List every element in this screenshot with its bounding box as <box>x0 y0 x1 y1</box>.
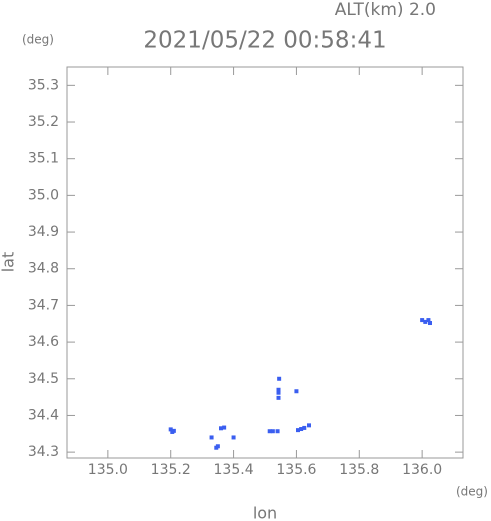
echo-point <box>275 429 280 434</box>
altitude-annotation: ALT(km) 2.0 <box>335 0 436 20</box>
x-tick-label: 135.2 <box>151 462 191 478</box>
echo-point <box>294 389 299 394</box>
y-tick-label: 34.9 <box>28 224 59 240</box>
y-tick-label: 34.4 <box>28 407 59 423</box>
y-tick-label: 34.5 <box>28 371 59 387</box>
echo-point <box>276 395 281 400</box>
x-tick-label: 135.0 <box>88 462 128 478</box>
echo-point <box>222 425 227 430</box>
y-tick-label: 34.8 <box>28 261 59 277</box>
echo-point <box>426 318 431 323</box>
y-tick-label: 34.3 <box>28 444 59 460</box>
x-tick-label: 135.6 <box>276 462 316 478</box>
echo-point <box>277 376 282 381</box>
x-tick-label: 135.4 <box>214 462 254 478</box>
echo-point <box>307 423 311 428</box>
echo-point <box>219 426 223 431</box>
y-tick-label: 35.3 <box>28 77 59 93</box>
x-axis-label: lon <box>253 504 277 521</box>
echo-point <box>170 429 175 434</box>
y-tick-label: 35.0 <box>28 187 59 203</box>
x-tick-label: 136.0 <box>402 462 442 478</box>
y-tick-label: 34.6 <box>28 334 59 350</box>
y-unit: (deg) <box>22 33 54 47</box>
y-tick-label: 35.1 <box>28 151 59 167</box>
echo-point <box>270 429 275 434</box>
echo-point <box>276 390 281 395</box>
y-tick-label: 34.7 <box>28 297 59 313</box>
echo-point <box>428 321 432 326</box>
y-tick-label: 35.2 <box>28 114 59 130</box>
echo-point <box>296 428 300 433</box>
x-tick-label: 135.8 <box>339 462 379 478</box>
echo-point <box>276 387 281 392</box>
echo-point <box>231 435 236 440</box>
x-unit: (deg) <box>456 485 488 499</box>
echo-point <box>214 445 219 450</box>
echo-point <box>302 425 307 430</box>
echo-point <box>299 427 304 432</box>
echo-point <box>423 319 428 324</box>
echo-point <box>209 435 214 440</box>
chart-title: 2021/05/22 00:58:41 <box>143 28 386 54</box>
echo-point <box>168 427 173 432</box>
echo-point <box>267 429 272 434</box>
echo-point <box>420 318 425 323</box>
plot-frame <box>66 66 464 459</box>
y-axis-label: lat <box>0 252 18 273</box>
